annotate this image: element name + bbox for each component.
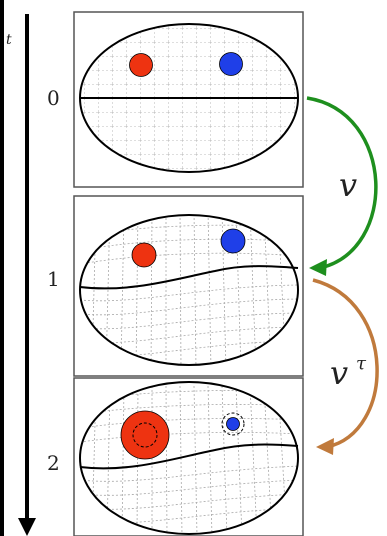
transition-v-tau-label: v <box>330 354 348 392</box>
step-label-2: 2 <box>47 451 60 475</box>
transition-v: v <box>306 96 378 276</box>
blue-particle-0 <box>219 52 243 76</box>
domain-ellipse-1 <box>79 214 299 366</box>
panel-step-2 <box>73 377 304 536</box>
step-label-0: 0 <box>47 86 60 110</box>
grid-2 <box>80 385 298 534</box>
interface-curve-1 <box>79 265 299 290</box>
transition-v-label: v <box>339 166 357 204</box>
blue-particle-1 <box>220 228 246 254</box>
time-axis: t <box>6 14 36 536</box>
blue-particle-2 <box>226 417 240 431</box>
time-axis-label: t <box>6 32 12 48</box>
red-particle-2 <box>120 410 170 460</box>
transition-v-tau-superscript: τ <box>356 353 367 374</box>
red-particle-1 <box>131 242 157 268</box>
panel-step-1 <box>73 195 304 377</box>
time-axis-arrowhead <box>18 518 36 536</box>
step-label-1: 1 <box>47 267 60 291</box>
transition-v-tau-arrowhead <box>316 438 334 455</box>
transition-v-tau-arc <box>312 278 379 449</box>
transition-v-arc <box>306 96 378 270</box>
red-particle-2-previous-outline <box>132 422 158 448</box>
red-particle-0 <box>129 53 153 77</box>
transition-v-tau: v τ <box>312 278 379 455</box>
blue-particle-2-previous-outline <box>221 412 245 436</box>
transition-v-arrowhead <box>309 259 327 276</box>
interface-curve-2 <box>79 443 299 470</box>
domain-ellipse-2 <box>79 381 299 535</box>
panel-step-0 <box>73 11 304 188</box>
panel-frame-2 <box>73 377 304 536</box>
